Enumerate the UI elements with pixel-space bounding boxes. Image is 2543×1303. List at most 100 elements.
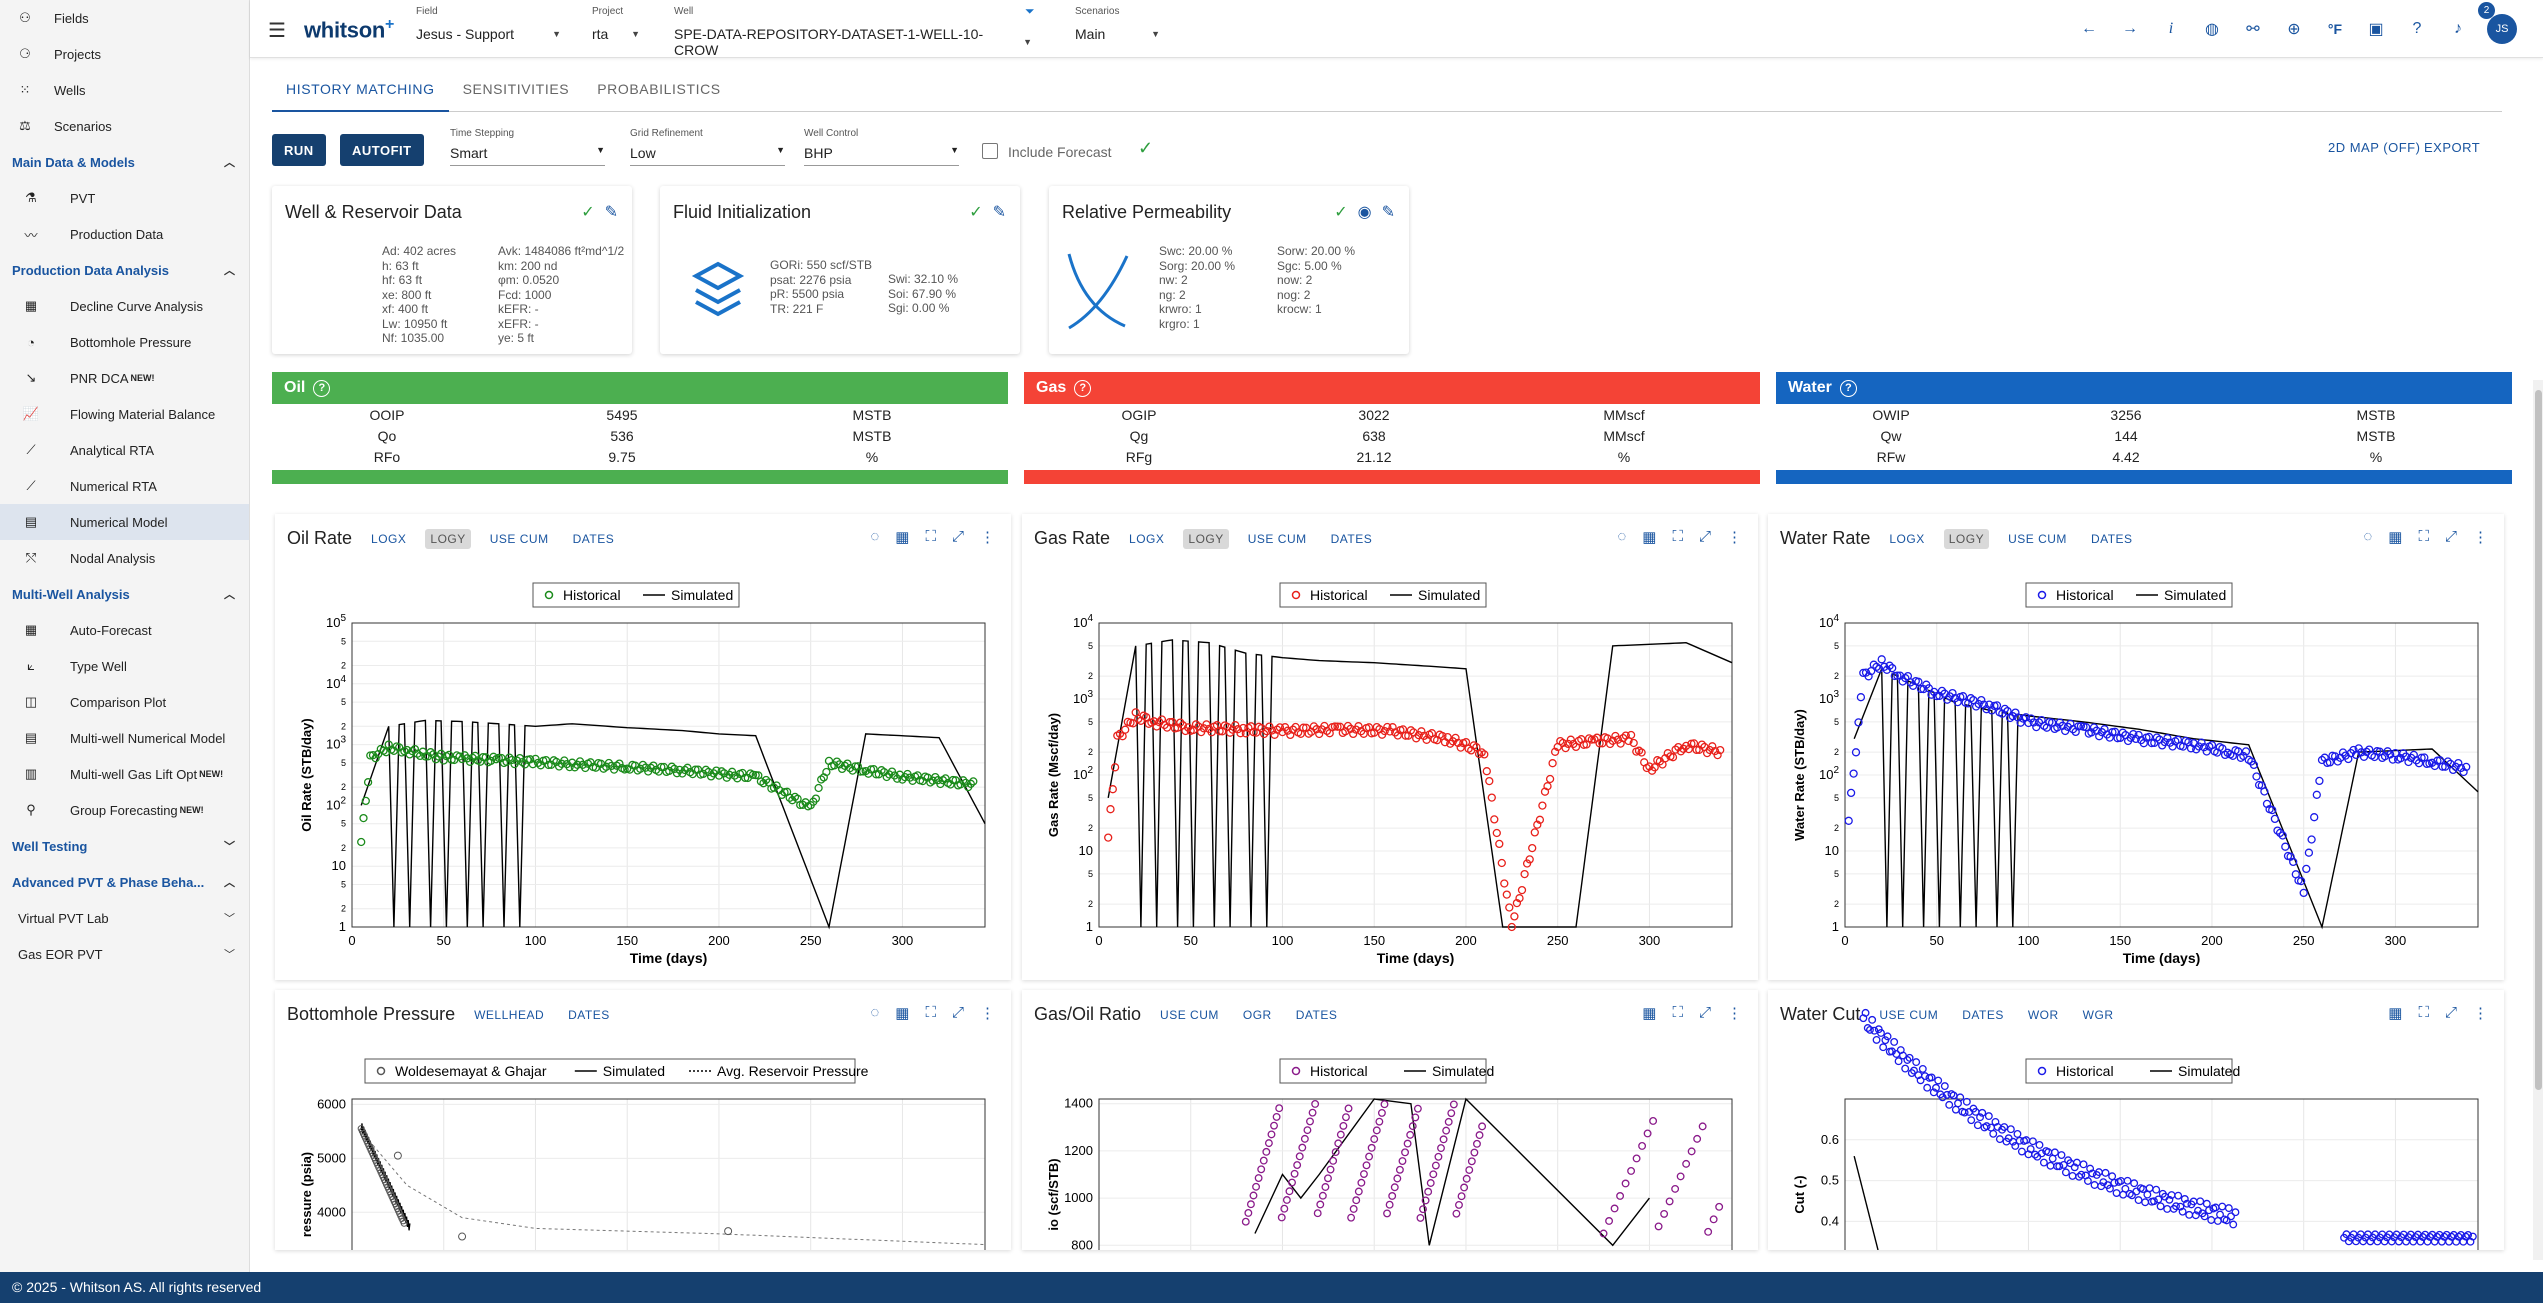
sidebar-item-decline-curve-analysis[interactable]: ▦ Decline Curve Analysis bbox=[0, 288, 249, 324]
help-icon[interactable]: ? bbox=[1839, 379, 1857, 397]
well-control-select[interactable]: Well Control BHP ▼ bbox=[804, 128, 959, 166]
table-icon[interactable]: ▦ bbox=[2388, 529, 2403, 546]
more-icon[interactable]: ⋮ bbox=[1727, 529, 1742, 546]
sidebar-item-bottomhole-pressure[interactable]: ◔ Bottomhole Pressure bbox=[0, 324, 249, 360]
project-select[interactable]: Project rta ▼ bbox=[592, 6, 640, 42]
sidebar-item-wells[interactable]: ⁙ Wells bbox=[0, 72, 249, 108]
refresh-icon[interactable]: ◌ bbox=[870, 528, 880, 545]
menu-icon[interactable]: ☰ bbox=[268, 20, 286, 42]
include-forecast-checkbox[interactable] bbox=[982, 143, 998, 159]
edit-icon[interactable]: ✎ bbox=[604, 204, 618, 221]
eye-icon[interactable]: ◉ bbox=[1357, 204, 1372, 221]
option-dates[interactable]: DATES bbox=[572, 531, 615, 546]
more-icon[interactable]: ⋮ bbox=[2473, 529, 2488, 546]
scrollbar-thumb[interactable] bbox=[2535, 390, 2542, 1090]
option-ogr[interactable]: OGR bbox=[1242, 1007, 1272, 1022]
sidebar-item-analytical-rta[interactable]: ⟋ Analytical RTA bbox=[0, 432, 249, 468]
option-use-cum[interactable]: USE CUM bbox=[489, 531, 549, 546]
tab-sensitivities[interactable]: SENSITIVITIES bbox=[462, 81, 570, 97]
fit-icon[interactable]: ⛶ bbox=[925, 528, 936, 545]
2d-map-button[interactable]: 2D MAP (OFF) bbox=[2328, 140, 2421, 155]
arrow-left-icon[interactable]: ← bbox=[2081, 20, 2097, 37]
option-wellhead[interactable]: WELLHEAD bbox=[474, 1007, 545, 1022]
avatar[interactable]: JS bbox=[2487, 14, 2517, 44]
sidebar-item-pnr-dca[interactable]: ↘ PNR DCA NEW! bbox=[0, 360, 249, 396]
expand-icon[interactable]: ⤢ bbox=[2444, 1004, 2457, 1021]
sidebar-item-fields[interactable]: ⚇ Fields bbox=[0, 0, 249, 36]
fit-icon[interactable]: ⛶ bbox=[2418, 1004, 2429, 1021]
sidebar-section-gas-eor-pvt[interactable]: Gas EOR PVT ﹀ bbox=[18, 946, 235, 962]
table-icon[interactable]: ▦ bbox=[2388, 1005, 2403, 1022]
temperature-unit-icon[interactable]: °F bbox=[2327, 21, 2343, 37]
option-logy[interactable]: LOGY bbox=[1943, 528, 1990, 549]
expand-icon[interactable]: ⤢ bbox=[1698, 1004, 1711, 1021]
option-dates[interactable]: DATES bbox=[1330, 531, 1373, 546]
more-icon[interactable]: ⋮ bbox=[980, 1005, 995, 1022]
sidebar-item-scenarios[interactable]: ⚖ Scenarios bbox=[0, 108, 249, 144]
help-icon[interactable]: ? bbox=[2412, 20, 2422, 37]
sidebar-section-multi-well-analysis[interactable]: Multi-Well Analysis ︿ bbox=[12, 586, 235, 602]
table-icon[interactable]: ▦ bbox=[1642, 1005, 1657, 1022]
expand-icon[interactable]: ⤢ bbox=[951, 528, 964, 545]
more-icon[interactable]: ⋮ bbox=[980, 529, 995, 546]
option-logy[interactable]: LOGY bbox=[425, 528, 471, 549]
well-select[interactable]: Well SPE-DATA-REPOSITORY-DATASET-1-WELL-… bbox=[674, 6, 1032, 58]
scrollbar[interactable] bbox=[2533, 380, 2543, 1260]
option-logx[interactable]: LOGX bbox=[1129, 531, 1165, 546]
option-dates[interactable]: DATES bbox=[1962, 1007, 2004, 1022]
sidebar-section-production-data-analysis[interactable]: Production Data Analysis ︿ bbox=[12, 262, 235, 278]
feedback-icon[interactable]: ▣ bbox=[2368, 21, 2384, 38]
sidebar-item-comparison-plot[interactable]: ◫ Comparison Plot bbox=[0, 684, 249, 720]
option-dates[interactable]: DATES bbox=[2090, 531, 2133, 546]
option-use-cum[interactable]: USE CUM bbox=[1160, 1007, 1219, 1022]
option-logx[interactable]: LOGX bbox=[1889, 531, 1925, 546]
fit-icon[interactable]: ⛶ bbox=[1672, 1004, 1683, 1021]
sidebar-section-well-testing[interactable]: Well Testing ﹀ bbox=[12, 838, 235, 854]
fit-icon[interactable]: ⛶ bbox=[925, 1004, 936, 1021]
sidebar-item-production-data[interactable]: 〰 Production Data bbox=[0, 216, 249, 252]
option-logx[interactable]: LOGX bbox=[371, 531, 407, 546]
time-stepping-select[interactable]: Time Stepping Smart ▼ bbox=[450, 128, 605, 166]
export-button[interactable]: EXPORT bbox=[2424, 140, 2481, 155]
option-logy[interactable]: LOGY bbox=[1183, 528, 1229, 549]
help-icon[interactable]: ? bbox=[313, 379, 331, 397]
option-use-cum[interactable]: USE CUM bbox=[1879, 1007, 1939, 1022]
option-wgr[interactable]: WGR bbox=[2082, 1007, 2114, 1022]
more-icon[interactable]: ⋮ bbox=[1727, 1005, 1742, 1022]
option-dates[interactable]: DATES bbox=[1295, 1007, 1338, 1022]
refresh-icon[interactable]: ◌ bbox=[2363, 528, 2373, 545]
sidebar-item-numerical-model[interactable]: ▤ Numerical Model bbox=[0, 504, 249, 540]
tab-probabilistics[interactable]: PROBABILISTICS bbox=[597, 81, 721, 97]
sidebar-item-pvt[interactable]: ⚗ PVT bbox=[0, 180, 249, 216]
option-wor[interactable]: WOR bbox=[2027, 1007, 2059, 1022]
table-icon[interactable]: ▦ bbox=[1642, 529, 1657, 546]
option-dates[interactable]: DATES bbox=[568, 1007, 610, 1022]
bell-icon[interactable]: ♪ bbox=[2454, 20, 2462, 37]
table-icon[interactable]: ▦ bbox=[895, 1005, 910, 1022]
more-icon[interactable]: ⋮ bbox=[2473, 1005, 2488, 1022]
option-use-cum[interactable]: USE CUM bbox=[1247, 531, 1307, 546]
download-icon[interactable]: ⊕ bbox=[2287, 21, 2301, 38]
field-select[interactable]: Field Jesus - Support ▼ bbox=[416, 6, 561, 42]
sidebar-item-auto-forecast[interactable]: ▦ Auto-Forecast bbox=[0, 612, 249, 648]
edit-icon[interactable]: ✎ bbox=[992, 204, 1006, 221]
sidebar-item-multi-well-gas-lift-opt[interactable]: ▥ Multi-well Gas Lift Opt NEW! bbox=[0, 756, 249, 792]
grid-refinement-select[interactable]: Grid Refinement Low ▼ bbox=[630, 128, 785, 166]
sidebar-item-projects[interactable]: ⚆ Projects bbox=[0, 36, 249, 72]
help-icon[interactable]: ? bbox=[1074, 379, 1092, 397]
sidebar-item-nodal-analysis[interactable]: ⤲ Nodal Analysis bbox=[0, 540, 249, 576]
globe-icon[interactable]: ◍ bbox=[2205, 21, 2219, 38]
filter-icon[interactable]: ⏷ bbox=[1025, 4, 1035, 18]
sidebar-section-virtual-pvt-lab[interactable]: Virtual PVT Lab ﹀ bbox=[18, 910, 235, 926]
edit-icon[interactable]: ✎ bbox=[1381, 204, 1395, 221]
sidebar-section-advanced-pvt-phase-beha[interactable]: Advanced PVT & Phase Beha... ︿ bbox=[12, 874, 235, 890]
sidebar-item-type-well[interactable]: ⟀ Type Well bbox=[0, 648, 249, 684]
sidebar-item-multi-well-numerical-model[interactable]: ▤ Multi-well Numerical Model bbox=[0, 720, 249, 756]
sidebar-section-main-data-models[interactable]: Main Data & Models ︿ bbox=[12, 154, 235, 170]
fit-icon[interactable]: ⛶ bbox=[2418, 528, 2429, 545]
tab-history-matching[interactable]: HISTORY MATCHING bbox=[272, 66, 449, 112]
scenario-select[interactable]: Scenarios Main ▼ bbox=[1075, 6, 1160, 42]
autofit-button[interactable]: AUTOFIT bbox=[340, 134, 424, 166]
expand-icon[interactable]: ⤢ bbox=[951, 1004, 964, 1021]
expand-icon[interactable]: ⤢ bbox=[2444, 528, 2457, 545]
